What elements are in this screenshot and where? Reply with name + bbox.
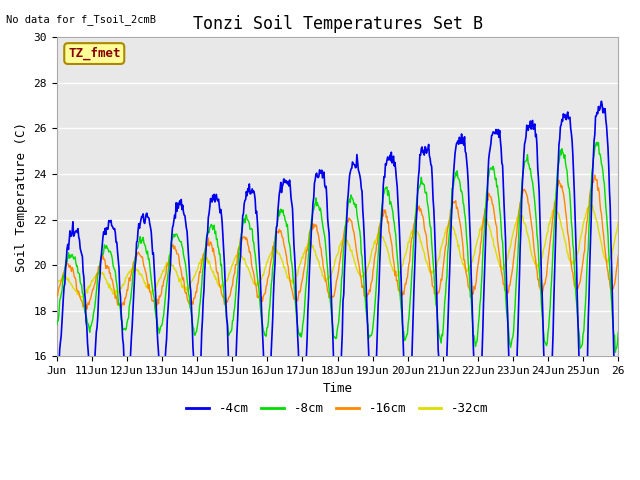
- Text: TZ_fmet: TZ_fmet: [68, 47, 120, 60]
- Y-axis label: Soil Temperature (C): Soil Temperature (C): [15, 122, 28, 272]
- Title: Tonzi Soil Temperatures Set B: Tonzi Soil Temperatures Set B: [193, 15, 483, 33]
- Text: No data for f_Tsoil_2cmB: No data for f_Tsoil_2cmB: [6, 14, 156, 25]
- X-axis label: Time: Time: [323, 382, 353, 395]
- Legend: -4cm, -8cm, -16cm, -32cm: -4cm, -8cm, -16cm, -32cm: [181, 397, 494, 420]
